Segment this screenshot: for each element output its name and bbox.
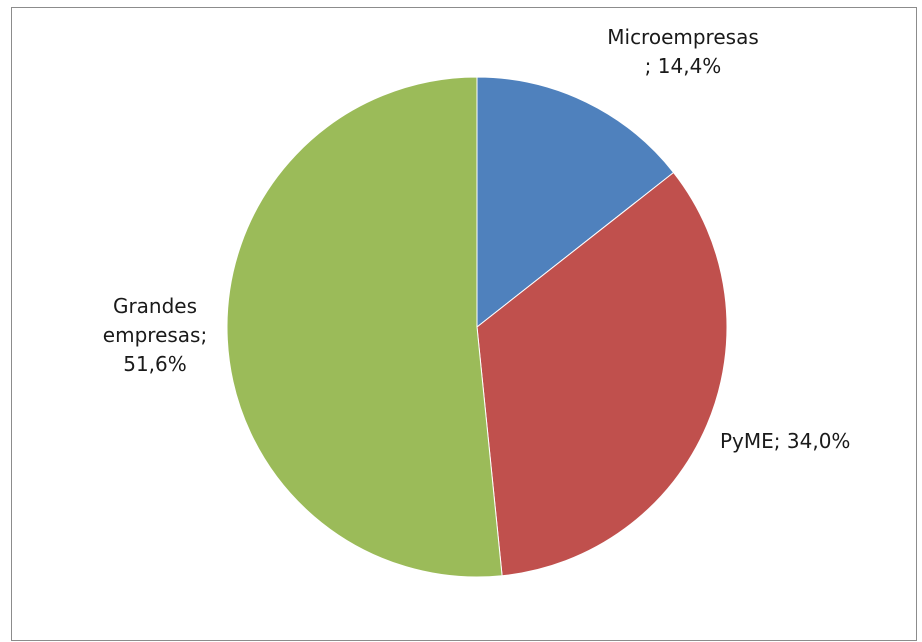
pie-slice-grandes-empresas	[226, 76, 503, 578]
data-label-pyme: PyME; 34,0%	[720, 429, 850, 453]
pie-slices	[226, 76, 728, 578]
data-label-microempresas: Microempresas; 14,4%	[607, 25, 759, 78]
pie-slice-microempresas	[476, 76, 675, 329]
data-label-grandes-empresas: Grandes empresas; 51,6%	[103, 294, 207, 376]
pie-labels: Microempresas; 14,4% PyME; 34,0% Grandes em…	[103, 25, 851, 453]
pie-slice-pyme	[476, 171, 728, 577]
